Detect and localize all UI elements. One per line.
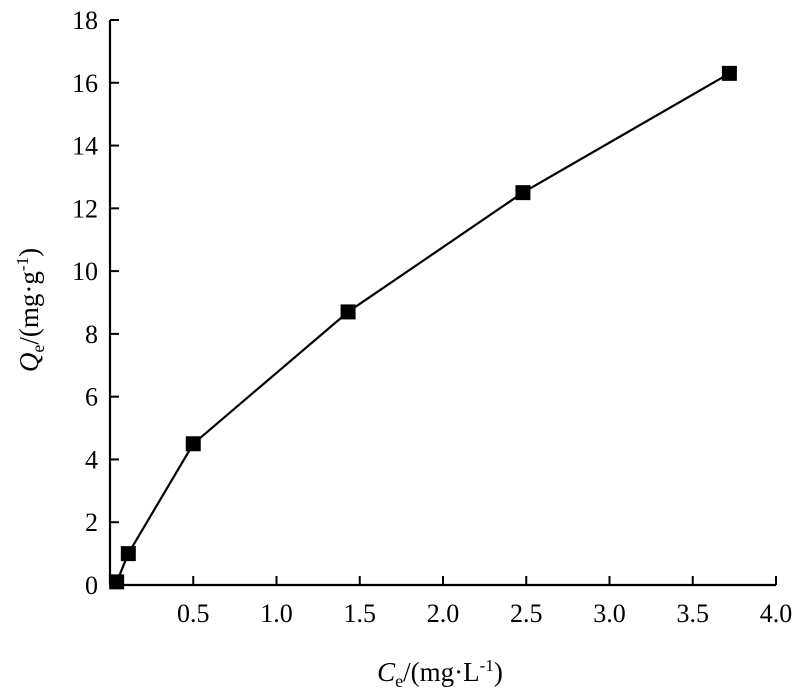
y-tick-label: 12 — [72, 194, 98, 223]
x-tick-label: 4.0 — [760, 599, 793, 628]
y-tick-label: 14 — [72, 132, 98, 161]
ticks: 0 2 4 6 8 10 12 14 16 18 0.5 1.0 1.5 2.0 2.5 3.0 3.5 4.0 — [72, 6, 792, 628]
x-axis-title: Ce/(mg·L-1) — [377, 656, 503, 691]
x-tick-label: 2.5 — [510, 599, 543, 628]
data-point — [340, 304, 356, 320]
series-line — [115, 72, 730, 583]
y-axis-title: Qe/(mg·g-1) — [13, 248, 48, 372]
x-tick-label: 3.0 — [593, 599, 626, 628]
y-tick-label: 6 — [85, 383, 98, 412]
x-tick-label: 1.0 — [260, 599, 293, 628]
x-tick-label: 2.0 — [427, 599, 460, 628]
data-point — [721, 65, 737, 81]
y-tick-label: 2 — [85, 508, 98, 537]
y-tick-label: 8 — [85, 320, 98, 349]
y-tick-label: 18 — [72, 6, 98, 35]
y-tick-label: 0 — [85, 571, 98, 600]
x-tick-label: 1.5 — [344, 599, 377, 628]
data-point — [109, 574, 125, 590]
y-tick-label: 16 — [72, 69, 98, 98]
data-point — [515, 185, 531, 201]
y-tick-label: 4 — [85, 445, 98, 474]
data-series — [109, 65, 737, 590]
data-point — [185, 436, 201, 452]
x-tick-label: 3.5 — [677, 599, 710, 628]
x-tick-label: 0.5 — [177, 599, 210, 628]
data-point — [120, 546, 136, 562]
y-tick-label: 10 — [72, 257, 98, 286]
